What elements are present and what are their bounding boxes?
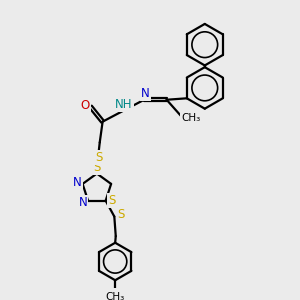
Text: S: S [93, 161, 100, 174]
Text: S: S [108, 194, 116, 207]
Text: CH₃: CH₃ [181, 112, 200, 123]
Text: CH₃: CH₃ [106, 292, 125, 300]
Text: N: N [73, 176, 82, 189]
Text: S: S [95, 151, 103, 164]
Text: N: N [141, 87, 150, 100]
Text: S: S [117, 208, 124, 221]
Text: NH: NH [115, 98, 133, 111]
Text: O: O [81, 99, 90, 112]
Text: N: N [79, 196, 87, 208]
